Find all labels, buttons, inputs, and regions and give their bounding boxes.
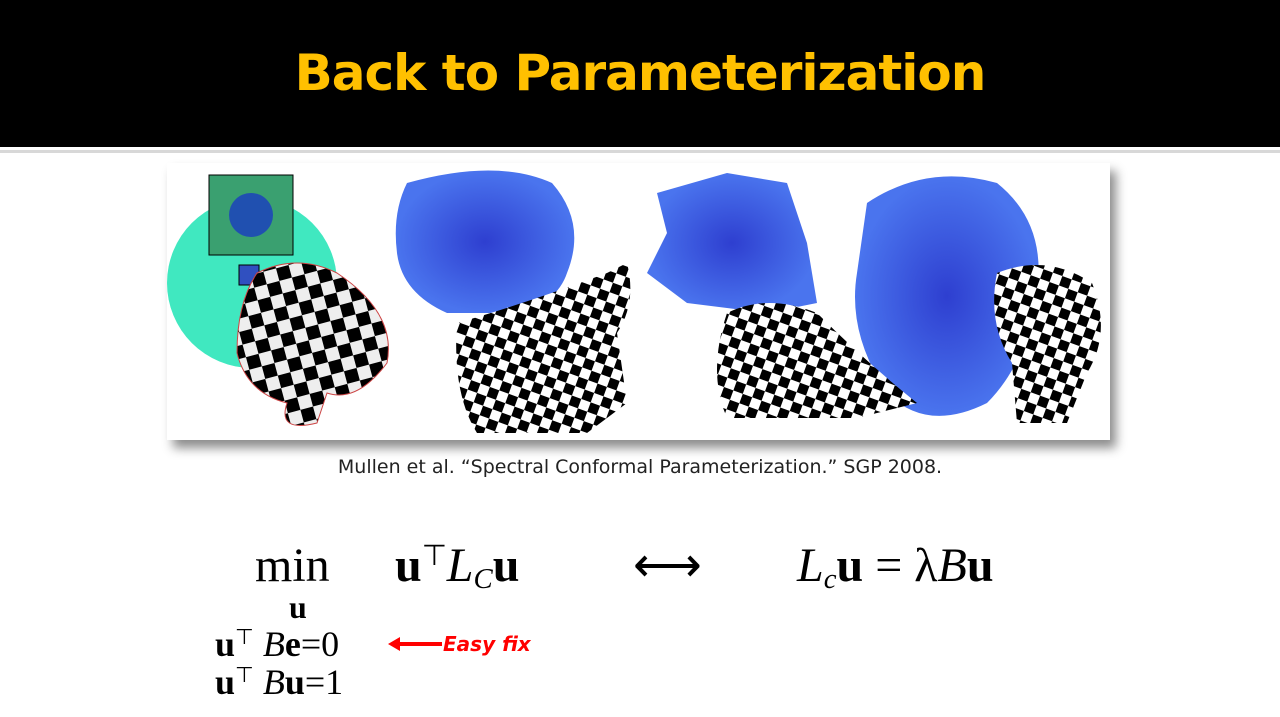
min-operator: min (255, 539, 330, 592)
min-subscript: u (289, 589, 307, 625)
parameterization-figure (167, 163, 1110, 440)
checker-statue-icon (717, 303, 917, 418)
checker-head-icon (994, 265, 1101, 423)
checker-horse-icon (456, 263, 631, 433)
citation-caption: Mullen et al. “Spectral Conformal Parame… (337, 456, 943, 478)
blue-flattening-2 (647, 173, 817, 313)
divider (0, 150, 1280, 153)
eigen-equation: Lcu = λBu (797, 539, 994, 596)
constraint-orthogonal: u⊤ Be=0 (215, 624, 340, 664)
objective: u⊤LCu (395, 539, 520, 596)
slide-title: Back to Parameterization (294, 44, 987, 102)
easy-fix-annotation: Easy fix (443, 632, 531, 656)
checker-object-icon (236, 262, 389, 426)
red-arrow-icon (388, 637, 442, 651)
equivalence-arrow: ⟷ (633, 539, 702, 592)
title-bar (0, 0, 1280, 147)
constraint-normalization: u⊤ Bu=1 (215, 662, 344, 702)
blue-flattening-1 (395, 170, 575, 313)
blue-flattening-3 (855, 176, 1039, 416)
